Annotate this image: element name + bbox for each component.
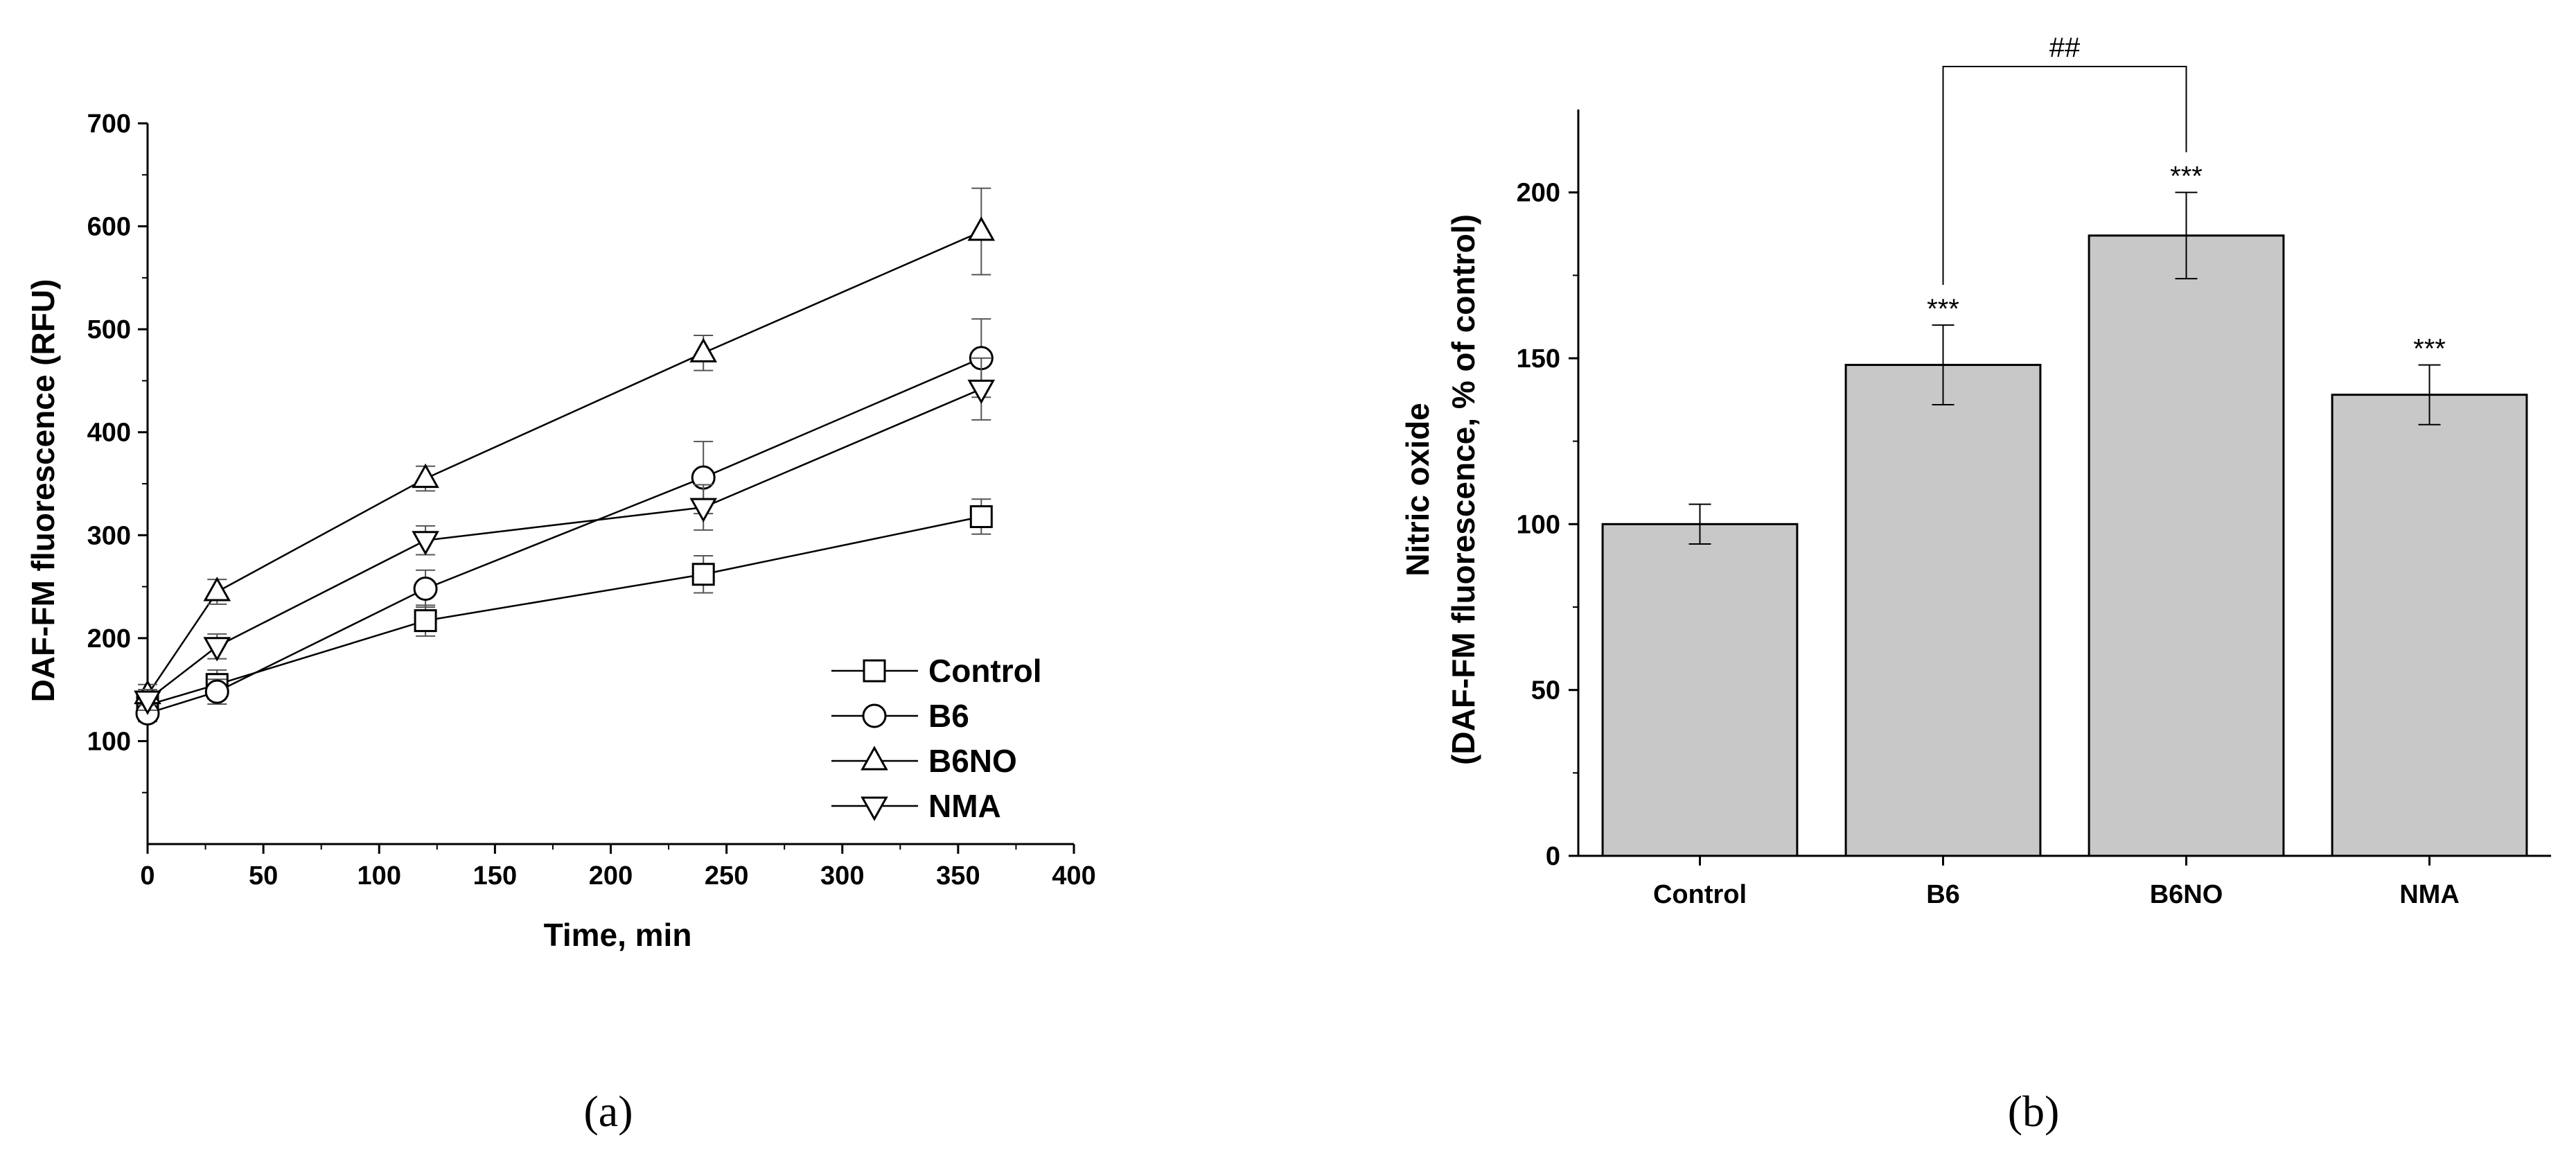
x-tick-label: 150 bbox=[473, 861, 517, 890]
y-axis-title-group: Nitric oxide (DAF-FM fluorescence, % of c… bbox=[1400, 214, 1481, 765]
x-tick-label: 400 bbox=[1052, 861, 1095, 890]
bar-b6no bbox=[2088, 234, 2285, 857]
y-tick-label: 400 bbox=[87, 419, 131, 448]
bar-nma bbox=[2331, 394, 2528, 857]
legend-label-nma: NMA bbox=[928, 788, 1001, 824]
series-line-b6 bbox=[147, 357, 982, 714]
x-tick-label: 250 bbox=[705, 861, 748, 890]
bracket-label: ## bbox=[2049, 33, 2081, 63]
series-line-nma bbox=[147, 388, 982, 701]
bar-control bbox=[1601, 523, 1799, 857]
data-point-nma bbox=[967, 379, 996, 405]
bracket-line bbox=[1942, 66, 2187, 286]
panel-label-b: (b) bbox=[2008, 1087, 2060, 1136]
legend: Control B6 B6NO NMA bbox=[831, 653, 1042, 824]
significance-stars-b6: *** bbox=[1927, 294, 1959, 324]
legend-marker bbox=[863, 659, 886, 683]
y-tick-label: 50 bbox=[1531, 676, 1560, 705]
data-point-nma bbox=[689, 498, 718, 523]
series-nma bbox=[134, 357, 996, 715]
data-point-b6no bbox=[689, 337, 718, 362]
data-point-b6no bbox=[412, 463, 439, 489]
y-axis-title: DAF-FM fluorescence (RFU) bbox=[25, 279, 61, 703]
x-axis-title: Time, min bbox=[544, 917, 692, 953]
data-point-control bbox=[691, 563, 715, 586]
legend-label-control: Control bbox=[928, 653, 1042, 689]
y-tick-label: 150 bbox=[1517, 344, 1560, 374]
legend-label-b6: B6 bbox=[928, 698, 969, 734]
series-b6no bbox=[134, 187, 996, 706]
series-control bbox=[136, 498, 993, 717]
y-tick-label: 100 bbox=[1517, 510, 1560, 539]
line-chart: 0 50 100 150 200 250 300 350 400 100 200 300 400 500 6… bbox=[25, 109, 1096, 953]
panel-label-a: (a) bbox=[583, 1087, 633, 1136]
series-line-b6no bbox=[146, 230, 982, 696]
x-tick-label: 100 bbox=[358, 861, 401, 890]
data-point-b6 bbox=[413, 577, 438, 602]
data-point-nma bbox=[412, 531, 439, 556]
data-point-b6 bbox=[204, 679, 229, 704]
x-tick-label-control: Control bbox=[1653, 880, 1747, 909]
x-tick-label: 0 bbox=[140, 861, 155, 890]
x-tick-label: 200 bbox=[589, 861, 633, 890]
data-point-b6no bbox=[967, 216, 996, 241]
legend-marker bbox=[861, 746, 888, 771]
y-tick-label: 300 bbox=[87, 521, 131, 550]
x-tick-label: 300 bbox=[820, 861, 864, 890]
y-tick-label: 200 bbox=[1517, 179, 1560, 208]
x-tick-label: 50 bbox=[249, 861, 278, 890]
y-tick-label: 500 bbox=[87, 315, 131, 344]
data-point-control bbox=[414, 609, 437, 633]
y-axis-title-line2: (DAF-FM fluorescence, % of control) bbox=[1445, 214, 1481, 765]
bar-b6 bbox=[1844, 364, 2042, 857]
x-tick-label-b6no: B6NO bbox=[2150, 880, 2223, 909]
y-tick-label: 200 bbox=[87, 624, 131, 653]
data-point-control bbox=[969, 505, 993, 529]
legend-marker bbox=[862, 703, 887, 728]
y-axis-title-line1: Nitric oxide bbox=[1400, 403, 1436, 577]
x-tick-label-b6: B6 bbox=[1926, 880, 1960, 909]
data-point-nma bbox=[203, 637, 231, 662]
data-point-b6no bbox=[203, 577, 231, 602]
significance-stars-b6no: *** bbox=[2170, 161, 2203, 192]
x-tick-label: 350 bbox=[936, 861, 980, 890]
y-tick-label: 700 bbox=[87, 109, 131, 139]
x-tick-label-nma: NMA bbox=[2399, 880, 2460, 909]
y-tick-label: 0 bbox=[1546, 842, 1560, 871]
significance-bracket: ## bbox=[1942, 33, 2187, 286]
significance-stars-nma: *** bbox=[2413, 334, 2446, 365]
y-tick-label: 600 bbox=[87, 213, 131, 242]
series-line-control bbox=[147, 516, 982, 706]
data-point-nma bbox=[134, 690, 161, 715]
bar-chart: 0 50 100 150 200 Nitric oxide (DAF-FM fluoresc… bbox=[1400, 33, 2551, 909]
legend-marker bbox=[861, 796, 888, 821]
y-tick-label: 100 bbox=[87, 727, 131, 756]
legend-label-b6no: B6NO bbox=[928, 743, 1017, 779]
